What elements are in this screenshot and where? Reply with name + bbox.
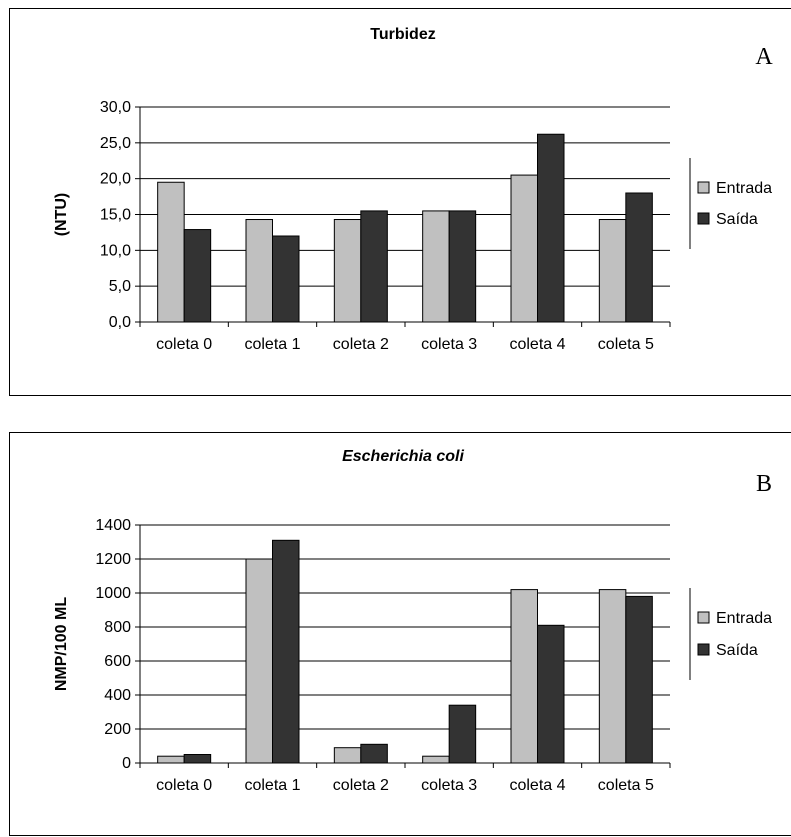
- x-tick-label: coleta 4: [509, 336, 565, 353]
- bar-saida: [448, 210, 477, 323]
- x-tick-label: coleta 2: [333, 777, 389, 794]
- bar-entrada: [333, 747, 362, 764]
- chart-b-svg: Escherichia coli B 0 200 400 600 800 1000 1200 14…: [53, 448, 772, 794]
- x-tick-label: coleta 3: [421, 777, 477, 794]
- x-tick-label: coleta 0: [156, 336, 212, 353]
- y-axis-label: NMP/100 ML: [53, 597, 70, 691]
- legend-label-entrada: Entrada: [716, 610, 772, 627]
- y-tick-label: 15,0: [100, 207, 131, 224]
- legend-label-saida: Saída: [716, 211, 758, 228]
- bar-entrada: [598, 589, 627, 764]
- bar-entrada: [510, 174, 538, 323]
- y-tick-label: 200: [104, 721, 131, 738]
- x-tick-label: coleta 0: [156, 777, 212, 794]
- bar-saida: [360, 210, 388, 323]
- y-axis-label: (NTU): [53, 193, 70, 237]
- legend-swatch-saida: [697, 643, 710, 656]
- bar-entrada: [245, 219, 273, 323]
- x-tick-label: coleta 1: [244, 336, 300, 353]
- y-tick-label: 0: [122, 755, 131, 772]
- x-tick-label: coleta 2: [333, 336, 389, 353]
- chart-title: Turbidez: [370, 26, 435, 43]
- y-tick-label: 1400: [95, 517, 131, 534]
- bar-entrada: [157, 181, 185, 323]
- y-tick-label: 20,0: [100, 171, 131, 188]
- y-tick-label: 1000: [95, 585, 131, 602]
- chart-panel-a: Turbidez A 0,0 5,0 10,0 15,0 20,0 25,0 30,0 colet…: [9, 8, 791, 396]
- legend-swatch-saida: [697, 212, 710, 225]
- bar-entrada: [245, 558, 273, 764]
- y-tick-label: 25,0: [100, 135, 131, 152]
- bar-saida: [272, 235, 300, 323]
- bar-entrada: [598, 219, 627, 323]
- y-tick-label: 1200: [95, 551, 131, 568]
- y-tick-label: 5,0: [109, 278, 131, 295]
- bar-saida: [537, 133, 565, 323]
- bar-entrada: [510, 589, 538, 764]
- bar-saida: [272, 539, 300, 764]
- chart-panel-b: Escherichia coli B 0 200 400 600 800 1000 1200 14…: [9, 432, 791, 836]
- bar-saida: [537, 624, 565, 764]
- bar-entrada: [157, 755, 185, 764]
- legend-label-entrada: Entrada: [716, 180, 772, 197]
- y-tick-label: 10,0: [100, 242, 131, 259]
- bar-saida: [183, 754, 212, 764]
- y-tick-label: 600: [104, 653, 131, 670]
- legend-swatch-entrada: [697, 181, 710, 194]
- legend-label-saida: Saída: [716, 642, 758, 659]
- chart-title: Escherichia coli: [342, 448, 464, 465]
- bar-saida: [360, 743, 388, 764]
- x-tick-label: coleta 1: [244, 777, 300, 794]
- bar-saida: [625, 192, 653, 323]
- bar-entrada: [422, 210, 450, 323]
- y-tick-label: 800: [104, 619, 131, 636]
- bar-saida: [625, 595, 653, 764]
- legend-swatch-entrada: [697, 611, 710, 624]
- y-tick-label: 0,0: [109, 314, 131, 331]
- panel-letter: A: [755, 44, 773, 70]
- x-tick-label: coleta 3: [421, 336, 477, 353]
- y-tick-label: 400: [104, 687, 131, 704]
- x-tick-label: coleta 4: [509, 777, 565, 794]
- bar-entrada: [422, 755, 450, 764]
- y-tick-label: 30,0: [100, 99, 131, 116]
- bar-saida: [448, 704, 477, 764]
- bar-saida: [183, 229, 212, 323]
- x-tick-label: coleta 5: [598, 777, 654, 794]
- chart-a-svg: Turbidez A 0,0 5,0 10,0 15,0 20,0 25,0 30,0 colet…: [53, 26, 773, 353]
- bar-entrada: [333, 219, 362, 323]
- x-tick-label: coleta 5: [598, 336, 654, 353]
- panel-letter: B: [756, 471, 772, 497]
